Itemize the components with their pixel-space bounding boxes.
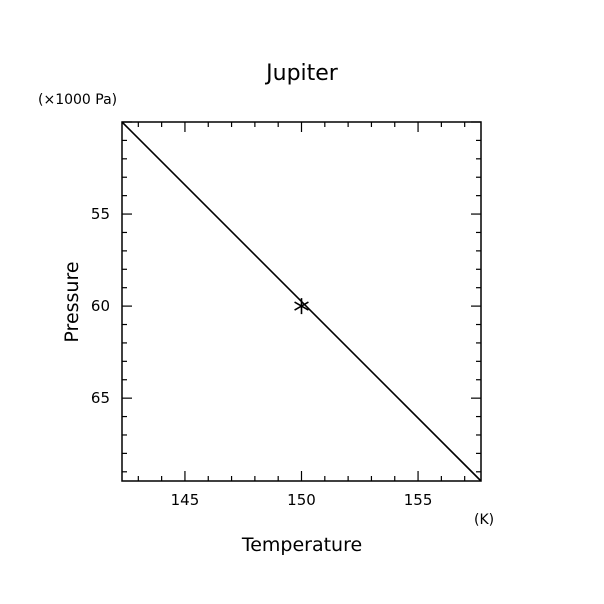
x-tick-label: 150 bbox=[287, 491, 316, 509]
x-tick-label: 145 bbox=[171, 491, 200, 509]
chart-title: Jupiter bbox=[264, 61, 339, 86]
tick-labels: 145 150 155 55 60 65 bbox=[91, 205, 432, 509]
y-tick-label: 65 bbox=[91, 389, 110, 407]
y-tick-label: 60 bbox=[91, 297, 110, 315]
x-axis-label: Temperature bbox=[241, 534, 362, 556]
y-axis-label: Pressure bbox=[61, 261, 83, 342]
y-unit-label: (×1000 Pa) bbox=[38, 92, 117, 108]
x-unit-label: (K) bbox=[474, 512, 494, 528]
axis-ticks bbox=[122, 121, 481, 481]
asterisk-marker bbox=[294, 298, 309, 315]
data-marks bbox=[121, 121, 482, 482]
asterisk-stroke bbox=[294, 301, 309, 311]
x-tick-label: 155 bbox=[404, 491, 433, 509]
y-tick-label: 55 bbox=[91, 205, 110, 223]
